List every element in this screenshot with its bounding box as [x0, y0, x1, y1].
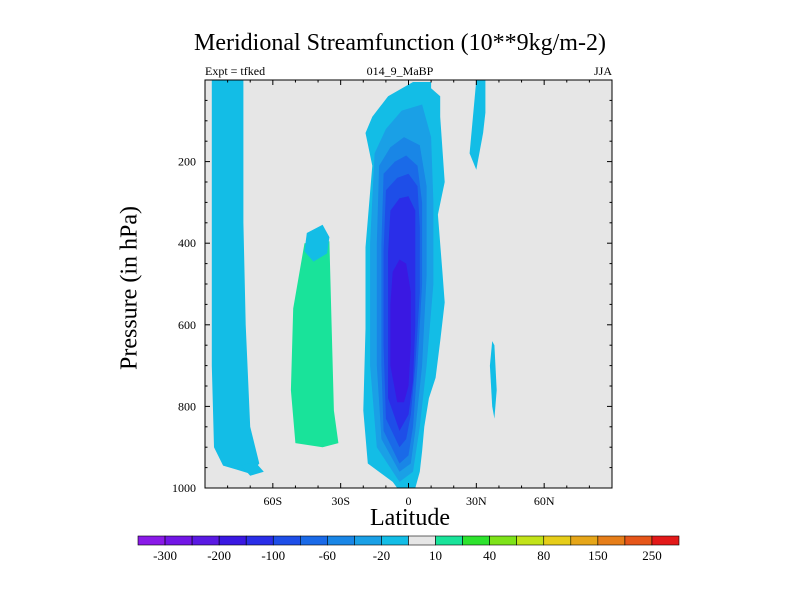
- contour-region: [469, 80, 486, 170]
- colorbar-swatch: [624, 535, 653, 546]
- colorbar-label: 80: [537, 548, 550, 563]
- contour-region: [241, 461, 264, 476]
- colorbar-label: -20: [373, 548, 390, 563]
- colorbar-swatch: [245, 535, 274, 546]
- x-tick-label: 60S: [263, 494, 282, 508]
- y-tick-label: 200: [178, 155, 196, 169]
- colorbar-swatch: [435, 535, 463, 546]
- x-axis-label: Latitude: [370, 505, 450, 531]
- contour-region: [290, 241, 339, 448]
- colorbar-swatch: [570, 535, 599, 546]
- run-label: 014_9_MaBP: [366, 64, 434, 78]
- season-label: JJA: [593, 64, 612, 78]
- colorbar-label: -300: [153, 548, 177, 563]
- colorbar-swatch: [218, 535, 247, 546]
- colorbar-swatch: [462, 535, 490, 546]
- colorbar-swatch: [597, 535, 626, 546]
- y-tick-label: 1000: [172, 481, 196, 495]
- colorbar-swatch: [408, 535, 436, 546]
- colorbar-swatch: [299, 535, 328, 546]
- colorbar-label: 250: [642, 548, 662, 563]
- contour-region: [211, 80, 260, 474]
- contour-region: [514, 214, 520, 419]
- x-tick-label: 30N: [466, 494, 487, 508]
- colorbar-swatch: [516, 535, 545, 546]
- colorbar-swatch: [543, 535, 572, 546]
- x-tick-label: 30S: [331, 494, 350, 508]
- colorbar-swatch: [489, 535, 517, 546]
- colorbar-label: 10: [429, 548, 442, 563]
- y-tick-label: 600: [178, 318, 196, 332]
- colorbar-swatch: [272, 535, 301, 546]
- x-tick-label: 0: [406, 494, 412, 508]
- y-tick-label: 800: [178, 399, 196, 413]
- colorbar-label: -200: [207, 548, 231, 563]
- chart-title: Meridional Streamfunction (10**9kg/m-2): [194, 30, 606, 56]
- colorbar-swatch: [354, 535, 382, 546]
- colorbar-swatch: [327, 535, 355, 546]
- contour-region: [304, 224, 330, 262]
- colorbar-swatch: [164, 535, 193, 546]
- contour-region: [489, 341, 497, 419]
- colorbar-swatch: [191, 535, 220, 546]
- colorbar-swatch: [137, 535, 166, 546]
- experiment-label: Expt = tfked: [205, 64, 266, 78]
- colorbar-label: -60: [319, 548, 336, 563]
- contour-region: [390, 259, 411, 403]
- x-tick-label: 60N: [534, 494, 555, 508]
- colorbar-label: -100: [261, 548, 285, 563]
- colorbar-label: 40: [483, 548, 496, 563]
- colorbar-label: 150: [588, 548, 608, 563]
- y-tick-label: 400: [178, 236, 196, 250]
- colorbar-swatch: [381, 535, 409, 546]
- colorbar-swatch: [651, 535, 680, 546]
